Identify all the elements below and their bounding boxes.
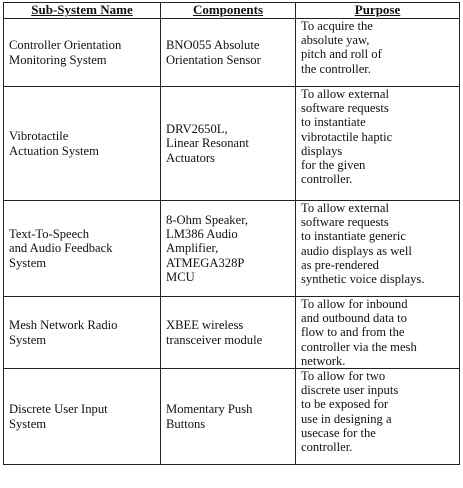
purpose-cell: To allow for two discrete user inputs to…: [295, 368, 460, 466]
table-row: Vibrotactile Actuation System DRV2650L, …: [3, 86, 460, 201]
purpose-cell: To allow external software requests to i…: [295, 200, 460, 297]
header-purpose: Purpose: [295, 2, 460, 19]
header-components: Components: [160, 2, 296, 19]
purpose-cell: To acquire the absolute yaw, pitch and r…: [295, 18, 460, 87]
table-row: Mesh Network Radio System XBEE wireless …: [3, 295, 460, 370]
purpose-cell: To allow external software requests to i…: [295, 86, 460, 201]
header-subsystem-name: Sub-System Name: [3, 2, 161, 19]
components-cell: XBEE wireless transceiver module: [160, 295, 296, 370]
subsystem-name-cell: Text-To-Speech and Audio Feedback System: [3, 200, 161, 297]
subsystem-name-cell: Vibrotactile Actuation System: [3, 86, 161, 201]
purpose-cell: To allow for inbound and outbound data t…: [295, 295, 460, 370]
table-header-row: Sub-System Name Components Purpose: [3, 2, 460, 19]
components-cell: Momentary Push Buttons: [160, 368, 296, 466]
subsystem-name-cell: Discrete User Input System: [3, 368, 161, 466]
table-row: Text-To-Speech and Audio Feedback System…: [3, 200, 460, 297]
components-cell: 8-Ohm Speaker, LM386 Audio Amplifier, AT…: [160, 200, 296, 297]
table-row: Discrete User Input System Momentary Pus…: [3, 368, 460, 466]
subsystem-name-cell: Mesh Network Radio System: [3, 295, 161, 370]
components-cell: DRV2650L, Linear Resonant Actuators: [160, 86, 296, 201]
table-row: Controller Orientation Monitoring System…: [3, 18, 460, 87]
components-cell: BNO055 Absolute Orientation Sensor: [160, 18, 296, 87]
subsystem-name-cell: Controller Orientation Monitoring System: [3, 18, 161, 87]
subsystem-table: Sub-System Name Components Purpose Contr…: [3, 2, 460, 466]
